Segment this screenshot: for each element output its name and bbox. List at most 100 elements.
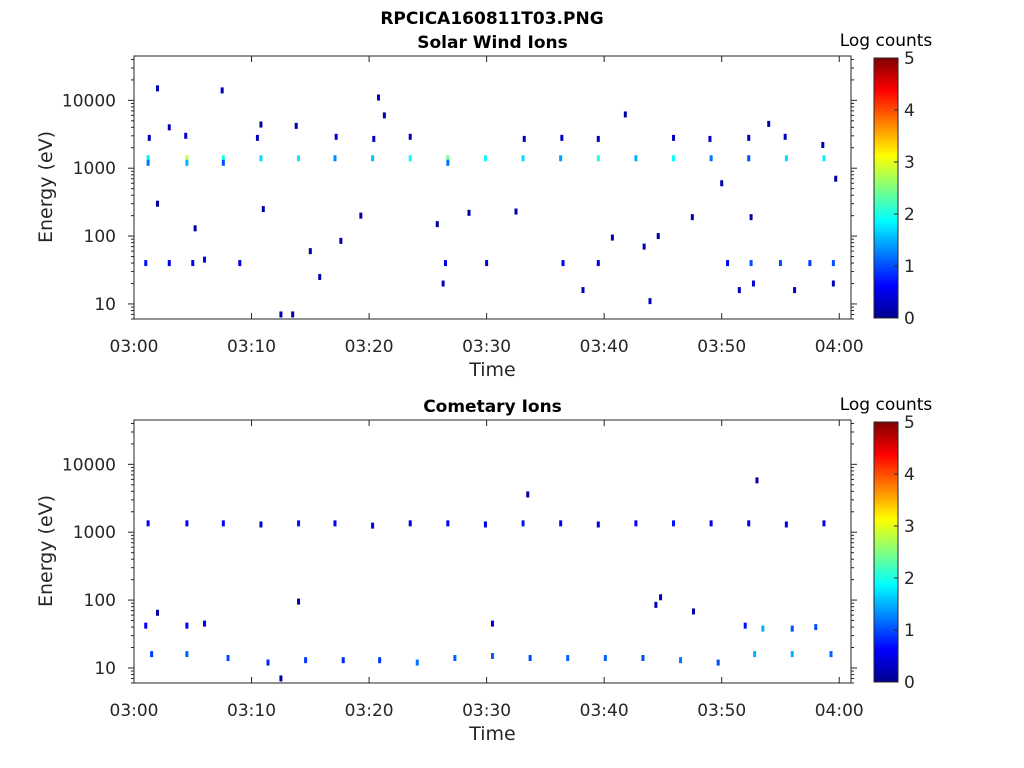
colorbar xyxy=(873,421,899,683)
data-cell xyxy=(737,287,741,294)
y-tick-label: 1000 xyxy=(73,523,116,543)
data-cell xyxy=(596,155,600,162)
data-cell xyxy=(596,521,600,528)
data-cell xyxy=(749,260,753,267)
data-cell xyxy=(485,260,489,267)
data-cell xyxy=(255,134,259,141)
data-cell xyxy=(672,520,676,527)
data-cell xyxy=(238,260,242,267)
data-cell xyxy=(185,622,189,629)
data-cell xyxy=(220,87,224,94)
y-tick-label: 100 xyxy=(84,227,116,247)
data-cell xyxy=(167,124,171,131)
data-cell xyxy=(761,625,765,632)
data-cell xyxy=(359,212,363,219)
data-cell xyxy=(559,520,563,527)
data-cell xyxy=(642,243,646,250)
data-cell xyxy=(378,657,382,664)
colorbar-tick-label: 4 xyxy=(904,465,915,485)
plot-area xyxy=(133,419,852,684)
x-tick-label: 03:00 xyxy=(110,701,159,721)
x-tick-label: 03:00 xyxy=(110,337,159,357)
data-cell xyxy=(371,522,375,529)
data-cell xyxy=(784,155,788,162)
x-axis-label: Time xyxy=(468,723,516,745)
data-cell xyxy=(491,652,494,659)
data-cell xyxy=(491,620,494,627)
colorbar-tick-label: 3 xyxy=(904,153,915,173)
y-axis-label: Energy (eV) xyxy=(35,495,57,607)
data-cell xyxy=(831,280,835,287)
data-cell xyxy=(679,657,683,664)
y-tick-label: 10 xyxy=(94,659,116,679)
data-cell xyxy=(814,624,818,631)
data-cell xyxy=(793,287,797,294)
data-cell xyxy=(259,155,263,162)
data-cell xyxy=(279,311,283,318)
data-cell xyxy=(184,132,188,139)
data-cell xyxy=(144,622,148,629)
data-cell xyxy=(831,260,835,267)
data-cell xyxy=(446,520,450,527)
x-tick-label: 03:50 xyxy=(697,701,746,721)
data-cell xyxy=(185,155,189,162)
panel-title: Cometary Ions xyxy=(423,397,562,417)
colorbar-tick-label: 0 xyxy=(904,309,915,329)
data-cell xyxy=(822,155,826,162)
data-cell xyxy=(156,609,160,616)
data-cell xyxy=(747,134,751,141)
data-cell xyxy=(726,260,730,267)
x-tick-label: 03:10 xyxy=(227,701,276,721)
data-cell xyxy=(185,520,189,527)
data-cell xyxy=(560,134,564,141)
data-cell xyxy=(767,120,771,127)
x-tick-label: 03:20 xyxy=(345,337,394,357)
data-cell xyxy=(266,659,270,666)
data-cell xyxy=(751,280,755,287)
data-cell xyxy=(334,133,338,140)
y-tick-label: 100 xyxy=(84,591,116,611)
data-cell xyxy=(623,111,627,118)
data-cell xyxy=(581,287,585,294)
data-cell xyxy=(333,520,337,527)
data-cell xyxy=(654,601,658,608)
data-cell xyxy=(144,260,148,267)
data-cell xyxy=(641,655,645,662)
data-cell xyxy=(747,520,751,527)
colorbar-tick-label: 2 xyxy=(904,205,915,225)
data-cell xyxy=(261,206,265,213)
x-tick-label: 03:40 xyxy=(580,337,629,357)
data-cell xyxy=(221,520,225,527)
x-tick-label: 03:30 xyxy=(462,337,511,357)
data-cell xyxy=(790,651,794,658)
colorbar-tick-label: 3 xyxy=(904,517,915,537)
data-cell xyxy=(783,133,787,140)
data-cell xyxy=(339,237,343,244)
plot-area xyxy=(133,55,852,320)
data-cell xyxy=(634,520,638,527)
data-cell xyxy=(690,214,694,221)
panels: Solar Wind Ions 03:00 03:10 03:20 03:30 03:40… xyxy=(35,31,932,745)
data-cell xyxy=(297,520,301,527)
data-cell xyxy=(483,155,487,162)
y-tick-label: 10000 xyxy=(62,91,116,111)
data-cell xyxy=(304,657,308,664)
data-cell xyxy=(156,200,160,207)
x-axis-label: Time xyxy=(468,359,516,381)
data-cell xyxy=(435,221,439,228)
data-cell xyxy=(259,121,263,128)
panel-title: Solar Wind Ions xyxy=(417,33,568,53)
data-cell xyxy=(226,655,230,662)
x-tick-label: 03:30 xyxy=(462,701,511,721)
data-cell xyxy=(203,256,207,263)
data-cell xyxy=(372,135,376,142)
data-cell xyxy=(376,94,380,101)
colorbar-tick-label: 5 xyxy=(904,413,915,433)
data-cell xyxy=(521,520,525,527)
data-cell xyxy=(371,155,375,162)
figure-title: RPCICA160811T03.PNG xyxy=(380,9,603,29)
x-tick-label: 04:00 xyxy=(815,337,864,357)
data-cell xyxy=(749,214,753,221)
data-cell xyxy=(528,655,532,662)
